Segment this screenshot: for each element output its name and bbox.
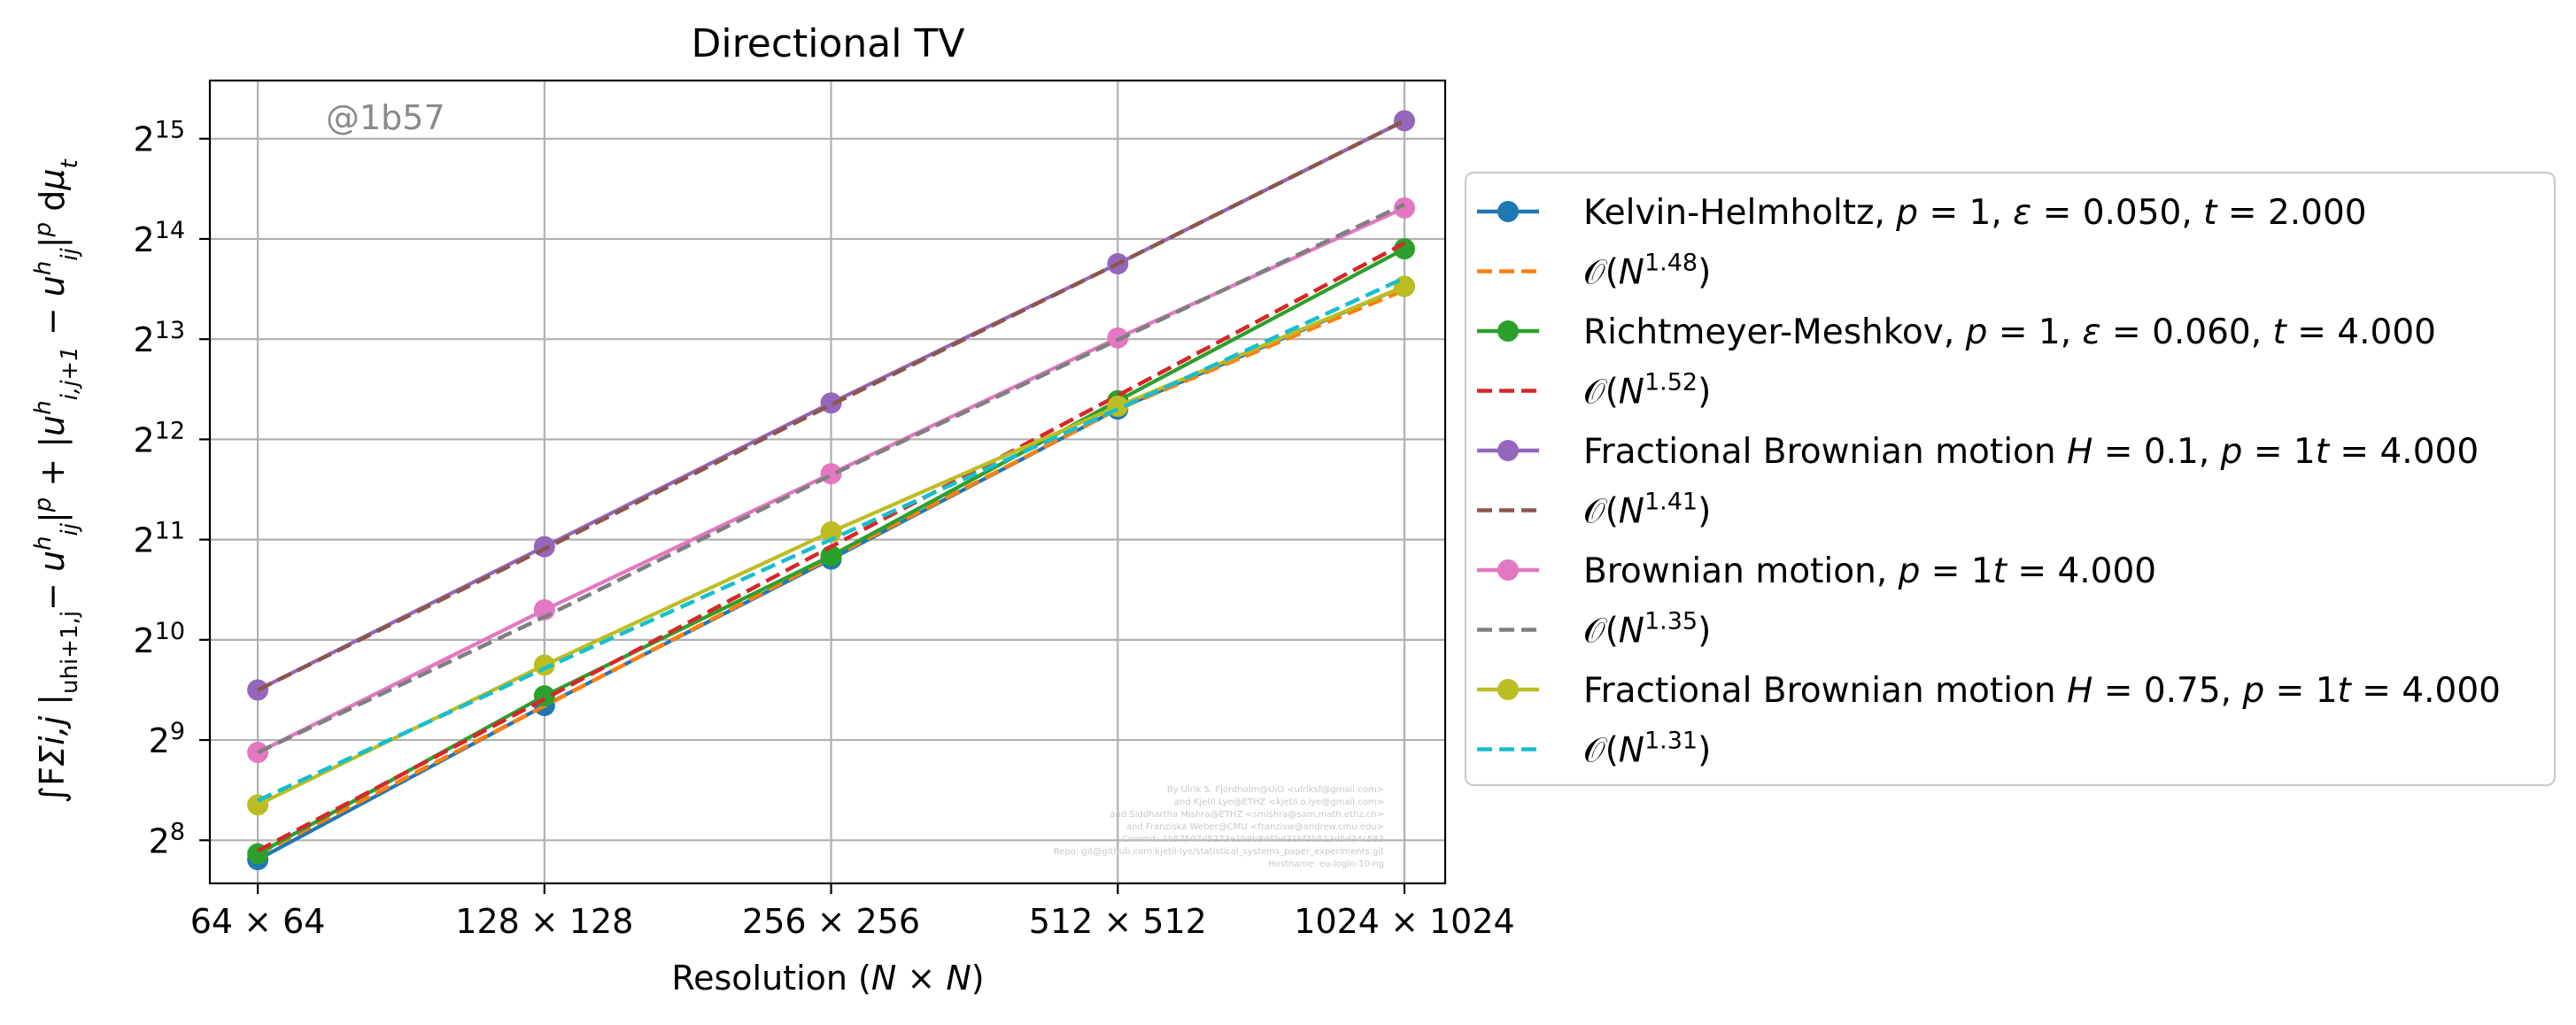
plot-frame (208, 79, 1447, 885)
legend-label: 𝒪(N1.35) (1583, 607, 1711, 651)
legend-entry: Brownian motion, p = 1t = 4.000 (1477, 551, 2156, 591)
legend-label: Kelvin-Helmholtz, p = 1, ε = 0.050, t = … (1583, 193, 2367, 233)
series-line (257, 241, 1406, 853)
chart-title: Directional TV (692, 21, 965, 66)
legend-marker (1497, 440, 1519, 461)
x-tick-label: 512 × 512 (1029, 902, 1207, 941)
data-point (1393, 275, 1415, 297)
credit-line: Hostname: eu-login-10-ng (1268, 859, 1384, 869)
series-line (257, 276, 1405, 803)
legend-label: 𝒪(N1.31) (1583, 727, 1711, 771)
y-tick-label: 210 (133, 617, 185, 660)
data-point (1393, 110, 1415, 132)
legend-entry: 𝒪(N1.41) (1477, 488, 1711, 532)
legend: Kelvin-Helmholtz, p = 1, ε = 0.050, t = … (1464, 171, 2557, 787)
y-axis: 28 29 210 211 212 213 214 215 (133, 116, 210, 860)
legend-entry: 𝒪(N1.31) (1477, 727, 1711, 771)
legend-marker (1497, 320, 1519, 342)
credits-block: By Ulrik S. Fjordholm@UiO <ulriksf@gmail… (1054, 785, 1384, 869)
legend-marker (1497, 559, 1519, 581)
legend-label: Brownian motion, p = 1t = 4.000 (1583, 551, 2156, 591)
legend-label: Fractional Brownian motion H = 0.1, p = … (1583, 432, 2479, 472)
credit-line: and Franziska Weber@CMU <franzisw@andrew… (1126, 822, 1384, 832)
series-10 (257, 276, 1405, 803)
legend-entry: 𝒪(N1.52) (1477, 368, 1711, 412)
x-axis-label: Resolution (N × N) (671, 959, 984, 998)
x-tick-label: 1024 × 1024 (1294, 902, 1514, 941)
series-layer (247, 110, 1415, 871)
legend-entry: Richtmeyer-Meshkov, p = 1, ε = 0.060, t … (1477, 312, 2436, 352)
x-tick-label: 128 × 128 (455, 902, 633, 941)
data-point (820, 520, 842, 543)
credit-line: Commit: 1b57507d5273e1b9b8d6bd31bf3b513d… (1122, 835, 1384, 844)
y-tick-label: 29 (149, 718, 185, 761)
x-axis: 64 × 64 128 × 128 256 × 256 512 × 512 1024 ×… (190, 883, 1515, 941)
y-tick-label: 28 (149, 818, 185, 861)
series-6 (257, 119, 1406, 692)
legend-entry: 𝒪(N1.48) (1477, 249, 1711, 293)
legend-label: 𝒪(N1.41) (1583, 488, 1711, 532)
legend-label: 𝒪(N1.48) (1583, 249, 1711, 293)
series-4 (257, 241, 1406, 853)
legend-marker (1497, 201, 1519, 222)
legend-entry: 𝒪(N1.35) (1477, 607, 1711, 651)
y-tick-label: 212 (133, 417, 185, 460)
legend-entry: Kelvin-Helmholtz, p = 1, ε = 0.050, t = … (1477, 193, 2367, 233)
x-tick-label: 256 × 256 (742, 902, 920, 941)
legend-label: Richtmeyer-Meshkov, p = 1, ε = 0.060, t … (1583, 312, 2436, 352)
credit-line: By Ulrik S. Fjordholm@UiO <ulriksf@gmail… (1167, 785, 1384, 795)
y-tick-label: 211 (133, 517, 185, 560)
credit-line: Repo: git@github.com:kjetil-lye/statisti… (1054, 847, 1384, 857)
legend-entry: Fractional Brownian motion H = 0.75, p =… (1477, 671, 2501, 711)
legend-entry: Fractional Brownian motion H = 0.1, p = … (1477, 432, 2479, 472)
legend-label: Fractional Brownian motion H = 0.75, p =… (1583, 671, 2501, 711)
legend-marker (1497, 679, 1519, 700)
watermark: @1b57 (326, 98, 445, 137)
series-8 (257, 202, 1405, 755)
y-tick-label: 214 (133, 216, 185, 259)
data-point (1393, 197, 1415, 219)
series-line (257, 119, 1406, 692)
credit-line: and Kjetil Lye@ETHZ <kjetil.o.lye@gmail.… (1174, 798, 1384, 807)
legend-frame (1464, 171, 2557, 787)
x-tick-label: 64 × 64 (190, 902, 326, 941)
y-tick-label: 215 (133, 116, 185, 159)
credit-line: and Siddhartha Mishra@ETHZ <smishra@sam.… (1110, 810, 1384, 820)
data-point (1393, 238, 1415, 260)
legend-label: 𝒪(N1.52) (1583, 368, 1711, 412)
y-axis-label: ∫FΣi,j |uhi+1,j− uhij|p + |uhi,j+1 − uhi… (30, 158, 83, 803)
series-line (257, 202, 1405, 755)
y-tick-label: 213 (133, 317, 185, 360)
